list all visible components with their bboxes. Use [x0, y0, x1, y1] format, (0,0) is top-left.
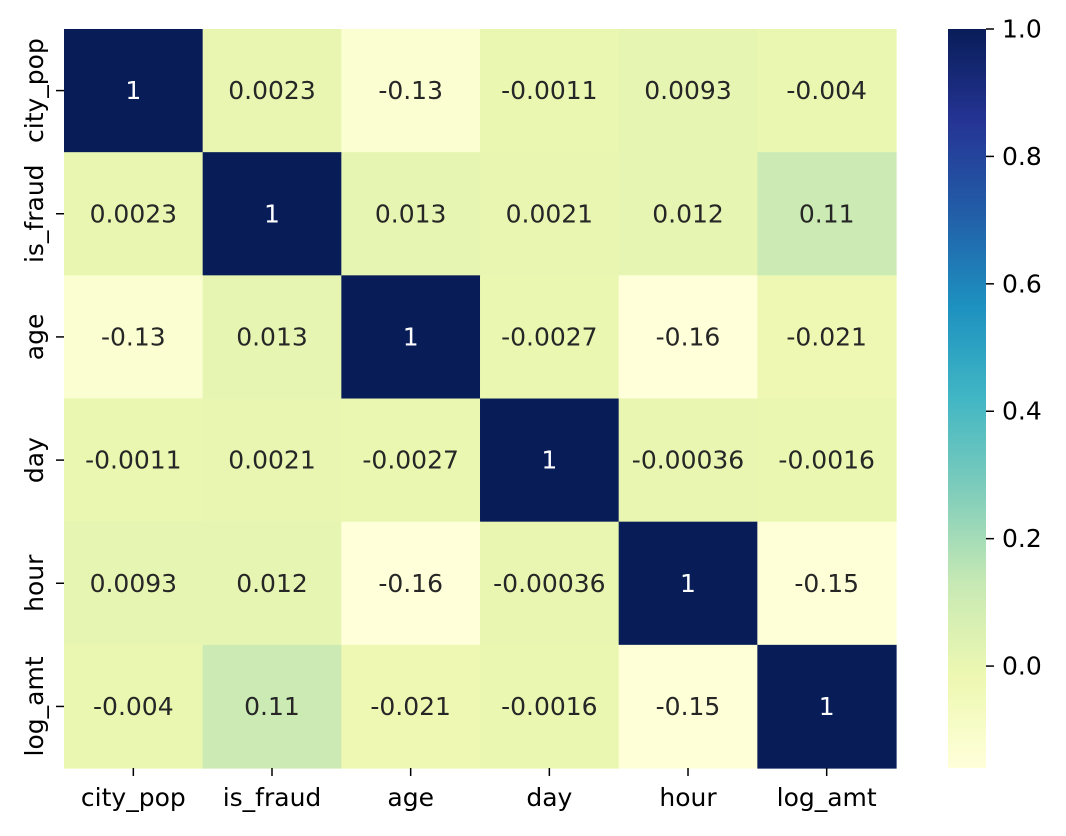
- cell-value-label: 0.0093: [644, 76, 731, 105]
- heatmap-cells: [64, 29, 897, 769]
- cell-value-label: -0.021: [370, 692, 451, 721]
- colorbar: 0.0 0.2 0.4 0.6 0.8 1.0: [948, 15, 1042, 768]
- heatmap-cell: [202, 275, 342, 400]
- heatmap-cell: [480, 275, 620, 400]
- x-tick-label: day: [526, 783, 572, 812]
- cell-value-label: -0.0011: [85, 446, 182, 475]
- cell-value-label: -0.15: [794, 569, 859, 598]
- cell-value-label: -0.16: [656, 322, 721, 351]
- cell-value-label: -0.0016: [778, 446, 875, 475]
- y-tick-label: is_fraud: [20, 164, 49, 263]
- heatmap-cell: [757, 398, 897, 523]
- colorbar-tick-label: 0.0: [1002, 652, 1042, 681]
- heatmap-cell: [757, 275, 897, 400]
- colorbar-tick-label: 1.0: [1002, 15, 1042, 44]
- colorbar-tick-label: 0.6: [1002, 269, 1042, 298]
- cell-value-label: -0.0027: [501, 322, 598, 351]
- heatmap-cell: [202, 398, 342, 523]
- colorbar-tick-label: 0.4: [1002, 397, 1042, 426]
- heatmap-cell: [341, 275, 481, 400]
- colorbar-tick-label: 0.2: [1002, 524, 1042, 553]
- heatmap-cell: [757, 521, 897, 646]
- heatmap-cell: [202, 644, 342, 769]
- cell-value-label: -0.00036: [493, 569, 605, 598]
- y-tick-label: age: [20, 314, 49, 361]
- heatmap-cell: [480, 152, 620, 276]
- heatmap-cell: [341, 521, 481, 646]
- cell-value-label: 0.012: [236, 569, 308, 598]
- cell-value-label: 0.0023: [90, 199, 177, 228]
- y-tick-label: day: [20, 437, 49, 483]
- cell-value-label: -0.13: [101, 322, 166, 351]
- heatmap-cell: [64, 398, 204, 523]
- heatmap-cell: [341, 152, 481, 276]
- cell-value-label: -0.021: [786, 322, 867, 351]
- cell-value-label: -0.0016: [501, 692, 598, 721]
- cell-value-label: -0.15: [656, 692, 721, 721]
- colorbar-gradient: [948, 29, 986, 768]
- cell-value-label: 0.0021: [506, 199, 593, 228]
- heatmap-cell: [64, 152, 204, 276]
- heatmap-cell: [341, 29, 481, 153]
- heatmap-cell: [341, 644, 481, 769]
- heatmap-cell: [757, 644, 897, 769]
- cell-value-label: 0.012: [652, 199, 724, 228]
- heatmap-cell: [64, 644, 204, 769]
- heatmap-cell: [64, 275, 204, 400]
- x-tick-label: city_pop: [81, 783, 186, 812]
- cell-value-label: 1: [680, 569, 696, 598]
- heatmap-cell: [64, 29, 204, 153]
- cell-value-label: -0.0027: [362, 446, 459, 475]
- heatmap-cell: [480, 521, 620, 646]
- colorbar-tick-label: 0.8: [1002, 142, 1042, 171]
- x-tick-label: is_fraud: [223, 783, 322, 812]
- cell-value-label: 1: [541, 446, 557, 475]
- cell-value-label: 1: [264, 199, 280, 228]
- heatmap-cell: [618, 152, 758, 276]
- cell-value-label: 0.0093: [90, 569, 177, 598]
- x-tick-label: log_amt: [777, 783, 877, 812]
- heatmap-cell: [480, 29, 620, 153]
- heatmap-cell: [202, 521, 342, 646]
- cell-value-label: 1: [125, 76, 141, 105]
- heatmap-cell: [202, 29, 342, 153]
- x-axis: city_pop is_fraud age day hour log_amt: [81, 768, 877, 812]
- cell-value-label: 1: [819, 692, 835, 721]
- cell-value-label: 0.0023: [228, 76, 315, 105]
- cell-value-label: 0.0021: [228, 446, 315, 475]
- heatmap-cell: [757, 29, 897, 153]
- y-tick-label: city_pop: [20, 38, 49, 143]
- cell-value-label: 0.013: [236, 322, 308, 351]
- heatmap-cell: [618, 29, 758, 153]
- x-tick-label: hour: [659, 783, 717, 812]
- cell-value-label: 0.11: [244, 692, 300, 721]
- heatmap-cell: [618, 398, 758, 523]
- heatmap-cell: [618, 275, 758, 400]
- heatmap-cell: [618, 644, 758, 769]
- cell-value-label: -0.16: [378, 569, 443, 598]
- y-tick-label: hour: [20, 554, 49, 612]
- heatmap-cell: [64, 521, 204, 646]
- cell-value-label: -0.00036: [632, 446, 744, 475]
- heatmap-cell: [480, 398, 620, 523]
- heatmap-annotations: 1 0.0023 -0.13 -0.0011 0.0093 -0.004 0.0023 1 0.…: [85, 76, 875, 721]
- cell-value-label: -0.004: [786, 76, 867, 105]
- cell-value-label: 0.11: [799, 199, 855, 228]
- heatmap-cell: [480, 644, 620, 769]
- heatmap-cell: [341, 398, 481, 523]
- cell-value-label: -0.0011: [501, 76, 598, 105]
- cell-value-label: -0.004: [93, 692, 174, 721]
- cell-value-label: -0.13: [378, 76, 443, 105]
- heatmap-cell: [757, 152, 897, 276]
- heatmap-cell: [618, 521, 758, 646]
- y-tick-label: log_amt: [20, 656, 49, 756]
- cell-value-label: 0.013: [375, 199, 447, 228]
- cell-value-label: 1: [403, 322, 419, 351]
- heatmap-cell: [202, 152, 342, 276]
- x-tick-label: age: [387, 783, 434, 812]
